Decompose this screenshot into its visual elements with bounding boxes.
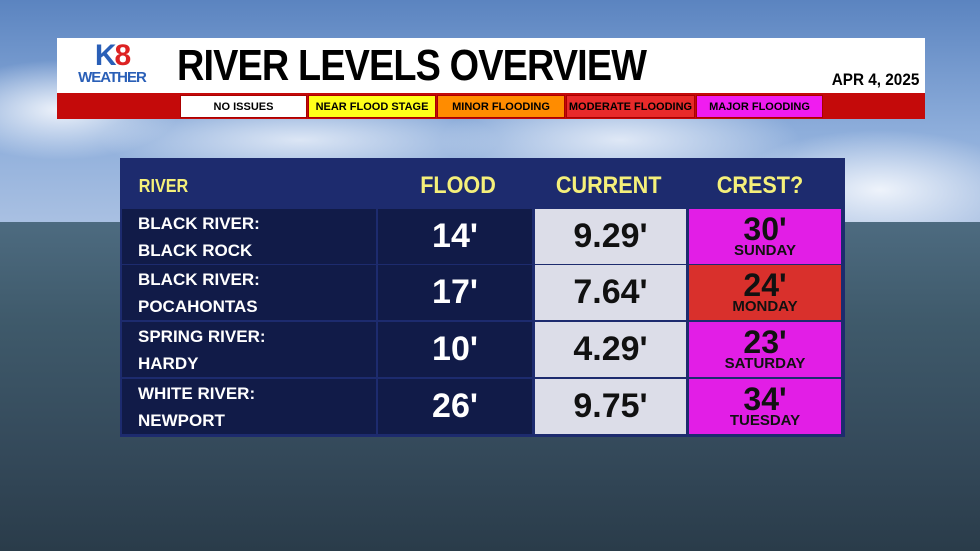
logo-weather: WEATHER — [78, 69, 147, 86]
river-name: BLACK RIVER: — [138, 269, 260, 289]
header-flood: FLOOD — [420, 172, 496, 199]
crest-value: 23' — [743, 323, 787, 360]
crest-day: SUNDAY — [734, 241, 796, 259]
river-location: BLACK ROCK — [138, 240, 253, 260]
crest-day: TUESDAY — [729, 411, 801, 429]
river-table: RIVER FLOOD CURRENT CREST? BLACK RIVER: B… — [120, 158, 845, 437]
header-crest: CREST? — [716, 172, 804, 199]
flood-legend: NO ISSUES NEAR FLOOD STAGE MINOR FLOODING M… — [57, 93, 925, 119]
crest-day: MONDAY — [732, 297, 798, 315]
legend-item: MODERATE FLOODING — [566, 95, 695, 118]
current-level-value: 9.75' — [573, 387, 648, 425]
legend-item: MAJOR FLOODING — [696, 95, 823, 118]
river-name: SPRING RIVER: — [138, 326, 266, 346]
river-location: POCAHONTAS — [138, 296, 258, 316]
k8-weather-logo: K8 WEATHER — [67, 39, 157, 86]
flood-stage-value: 26' — [432, 387, 478, 425]
crest-day: SATURDAY — [724, 354, 806, 372]
legend-item: MINOR FLOODING — [437, 95, 565, 118]
legend-item: NO ISSUES — [180, 95, 307, 118]
flood-stage-value: 17' — [432, 273, 478, 311]
current-level-cell: 9.75' — [535, 379, 686, 434]
crest-cell: 34' TUESDAY — [689, 379, 841, 434]
current-level-value: 7.64' — [573, 273, 648, 311]
river-location: NEWPORT — [138, 410, 225, 430]
current-level-cell: 9.29' — [535, 209, 686, 264]
header-river: RIVER — [138, 176, 189, 196]
header-banner: K8 WEATHER RIVER LEVELS OVERVIEW APR 4, … — [57, 38, 925, 93]
river-name: WHITE RIVER: — [138, 383, 256, 403]
crest-cell: 30' SUNDAY — [689, 209, 841, 264]
current-level-cell: 4.29' — [535, 322, 686, 377]
river-name-cell: WHITE RIVER: NEWPORT — [122, 379, 376, 434]
legend-item: NEAR FLOOD STAGE — [308, 95, 436, 118]
current-level-cell: 7.64' — [535, 265, 686, 320]
flood-stage-cell: 14' — [378, 209, 532, 264]
logo-k8: K8 — [94, 39, 131, 72]
flood-stage-value: 10' — [432, 330, 478, 368]
crest-cell: 23' SATURDAY — [689, 322, 841, 377]
flood-stage-cell: 26' — [378, 379, 532, 434]
river-name-cell: SPRING RIVER: HARDY — [122, 322, 376, 377]
river-location: HARDY — [138, 353, 199, 373]
crest-value: 30' — [743, 210, 787, 247]
flood-stage-value: 14' — [432, 217, 478, 255]
river-name: BLACK RIVER: — [138, 213, 260, 233]
river-name-cell: BLACK RIVER: POCAHONTAS — [122, 265, 376, 320]
crest-cell: 24' MONDAY — [689, 265, 841, 320]
river-name-cell: BLACK RIVER: BLACK ROCK — [122, 209, 376, 264]
header-current: CURRENT — [555, 172, 662, 199]
crest-value: 24' — [743, 266, 787, 303]
flood-stage-cell: 17' — [378, 265, 532, 320]
current-level-value: 9.29' — [573, 217, 648, 255]
date-label: APR 4, 2025 — [831, 70, 919, 89]
flood-stage-cell: 10' — [378, 322, 532, 377]
current-level-value: 4.29' — [573, 330, 648, 368]
page-title: RIVER LEVELS OVERVIEW — [177, 41, 647, 90]
crest-value: 34' — [743, 380, 787, 417]
